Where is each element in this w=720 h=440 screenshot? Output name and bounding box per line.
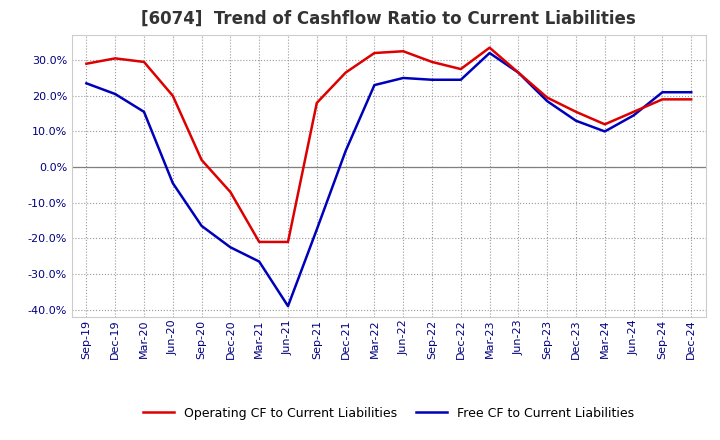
Free CF to Current Liabilities <box>255 259 264 264</box>
Free CF to Current Liabilities <box>687 90 696 95</box>
Operating CF to Current Liabilities <box>485 45 494 50</box>
Free CF to Current Liabilities <box>543 99 552 104</box>
Free CF to Current Liabilities <box>82 81 91 86</box>
Line: Operating CF to Current Liabilities: Operating CF to Current Liabilities <box>86 48 691 242</box>
Free CF to Current Liabilities <box>456 77 465 82</box>
Operating CF to Current Liabilities <box>341 70 350 75</box>
Operating CF to Current Liabilities <box>168 93 177 99</box>
Operating CF to Current Liabilities <box>629 109 638 114</box>
Title: [6074]  Trend of Cashflow Ratio to Current Liabilities: [6074] Trend of Cashflow Ratio to Curren… <box>141 10 636 28</box>
Free CF to Current Liabilities <box>658 90 667 95</box>
Free CF to Current Liabilities <box>312 227 321 232</box>
Free CF to Current Liabilities <box>168 180 177 186</box>
Free CF to Current Liabilities <box>140 109 148 114</box>
Free CF to Current Liabilities <box>226 245 235 250</box>
Operating CF to Current Liabilities <box>600 122 609 127</box>
Operating CF to Current Liabilities <box>312 100 321 106</box>
Operating CF to Current Liabilities <box>399 48 408 54</box>
Operating CF to Current Liabilities <box>370 51 379 56</box>
Free CF to Current Liabilities <box>514 70 523 75</box>
Line: Free CF to Current Liabilities: Free CF to Current Liabilities <box>86 53 691 306</box>
Operating CF to Current Liabilities <box>284 239 292 245</box>
Operating CF to Current Liabilities <box>687 97 696 102</box>
Operating CF to Current Liabilities <box>226 189 235 194</box>
Free CF to Current Liabilities <box>572 118 580 123</box>
Operating CF to Current Liabilities <box>572 109 580 114</box>
Operating CF to Current Liabilities <box>543 95 552 100</box>
Free CF to Current Liabilities <box>428 77 436 82</box>
Free CF to Current Liabilities <box>284 304 292 309</box>
Operating CF to Current Liabilities <box>428 59 436 65</box>
Operating CF to Current Liabilities <box>197 158 206 163</box>
Operating CF to Current Liabilities <box>658 97 667 102</box>
Free CF to Current Liabilities <box>600 129 609 134</box>
Operating CF to Current Liabilities <box>111 56 120 61</box>
Free CF to Current Liabilities <box>341 148 350 154</box>
Free CF to Current Liabilities <box>629 113 638 118</box>
Operating CF to Current Liabilities <box>140 59 148 65</box>
Free CF to Current Liabilities <box>370 82 379 88</box>
Free CF to Current Liabilities <box>399 75 408 81</box>
Free CF to Current Liabilities <box>111 92 120 97</box>
Free CF to Current Liabilities <box>485 51 494 56</box>
Operating CF to Current Liabilities <box>514 70 523 75</box>
Operating CF to Current Liabilities <box>255 239 264 245</box>
Legend: Operating CF to Current Liabilities, Free CF to Current Liabilities: Operating CF to Current Liabilities, Fre… <box>138 402 639 425</box>
Operating CF to Current Liabilities <box>456 66 465 72</box>
Free CF to Current Liabilities <box>197 223 206 228</box>
Operating CF to Current Liabilities <box>82 61 91 66</box>
